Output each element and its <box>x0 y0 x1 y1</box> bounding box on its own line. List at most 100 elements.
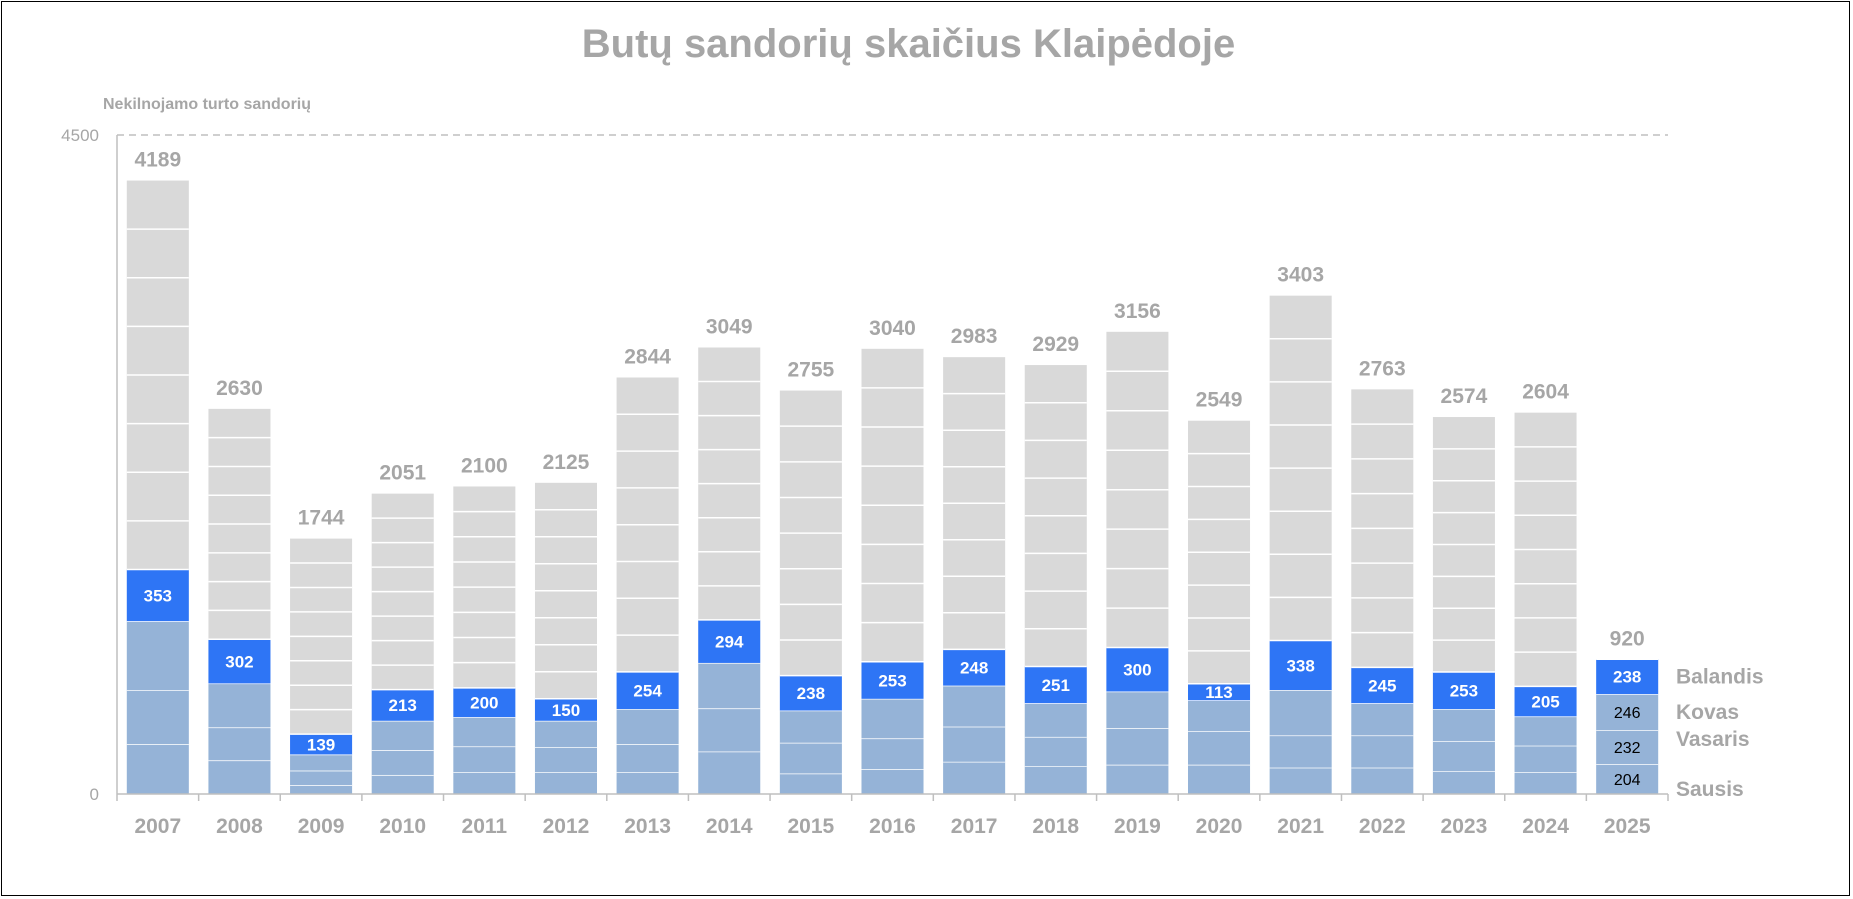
total-value-label: 2051 <box>379 462 426 485</box>
segment-value-label: 232 <box>1614 740 1641 757</box>
april-value-label: 338 <box>1286 656 1314 675</box>
bar-segment-feb <box>1432 741 1495 772</box>
series-label-sausis: Sausis <box>1676 778 1744 801</box>
bar-segment-feb <box>453 746 516 773</box>
x-tick-label: 2020 <box>1196 815 1243 838</box>
bar-segment-april <box>1596 659 1659 695</box>
bar-segment-mar <box>616 709 679 745</box>
total-value-label: 2549 <box>1196 389 1243 412</box>
bar-segment-jan <box>1106 764 1169 794</box>
bar-segment-jan <box>1514 772 1577 794</box>
bar-segment-mar <box>290 754 353 771</box>
bar-segment-feb <box>290 770 353 786</box>
bar-segment-jan <box>290 785 353 794</box>
x-tick-label: 2014 <box>706 815 753 838</box>
bar-segment-jan <box>943 761 1006 794</box>
total-value-label: 2929 <box>1032 333 1079 356</box>
x-tick-label: 2019 <box>1114 815 1161 838</box>
april-value-label: 150 <box>552 701 580 720</box>
bar-segment-jan <box>1596 764 1659 794</box>
bar-segment-feb <box>1188 731 1251 765</box>
bar-segment-feb <box>1351 735 1414 768</box>
bar-segment-jan <box>453 772 516 794</box>
segment-value-label: 246 <box>1614 705 1641 722</box>
bar-segment-mar <box>1188 700 1251 732</box>
april-value-label: 238 <box>797 684 825 703</box>
bar-segment-mar <box>779 710 842 743</box>
x-tick-label: 2012 <box>543 815 590 838</box>
bar-segment-april <box>371 689 434 721</box>
bar-segment-april <box>453 687 516 718</box>
bar-segment-april <box>1106 647 1169 692</box>
bar-segment-jan <box>1188 764 1251 794</box>
bar-segment-feb <box>1269 735 1332 768</box>
bar-segment-april <box>208 639 271 684</box>
bar-segment-feb <box>616 744 679 773</box>
bar-segment-mar <box>943 685 1006 727</box>
bar-segment-feb <box>779 742 842 774</box>
total-value-label: 3403 <box>1277 264 1324 287</box>
bar-segment-feb <box>534 747 597 773</box>
total-value-label: 3049 <box>706 315 753 338</box>
bar-segment-jan <box>1351 767 1414 794</box>
bar-segment-jan <box>861 769 924 794</box>
total-value-label: 2100 <box>461 454 508 477</box>
bar-segment-jan <box>208 760 271 794</box>
april-value-label: 248 <box>960 658 988 677</box>
x-tick-label: 2010 <box>379 815 426 838</box>
x-tick-label: 2007 <box>134 815 181 838</box>
bar-segment-feb <box>1514 745 1577 773</box>
x-tick-label: 2022 <box>1359 815 1406 838</box>
bar-segment-jan <box>534 772 597 794</box>
y-axis-label: Nekilnojamo turto sandorių <box>103 96 312 113</box>
bar-segment-jan <box>698 751 761 794</box>
april-value-label: 139 <box>307 735 335 754</box>
april-value-label: 113 <box>1205 683 1232 702</box>
bar-segment-mar <box>1514 716 1577 746</box>
x-tick-label: 2018 <box>1032 815 1079 838</box>
x-tick-label: 2024 <box>1522 815 1569 838</box>
bar-segment-jan <box>1269 767 1332 794</box>
bar-segment-feb <box>1024 736 1087 767</box>
bar-segment-jan <box>779 773 842 794</box>
bar-segment-feb <box>1596 730 1659 765</box>
x-tick-label: 2011 <box>462 815 508 838</box>
april-value-label: 251 <box>1042 676 1070 695</box>
chart-title: Butų sandorių skaičius Klaipėdoje <box>581 22 1236 66</box>
total-value-label: 2844 <box>624 346 671 369</box>
bar-segment-april <box>126 569 189 622</box>
y-tick-label: 0 <box>90 785 99 804</box>
total-value-label: 2763 <box>1359 357 1406 380</box>
bar-segment-mar <box>1106 691 1169 729</box>
bar-segment-feb <box>371 750 434 775</box>
bar-segment-feb <box>698 708 761 752</box>
total-value-label: 2755 <box>788 359 835 382</box>
bar-segment-jan <box>1024 766 1087 794</box>
bar-segment-april <box>1514 686 1577 717</box>
x-tick-label: 2025 <box>1604 815 1651 838</box>
x-tick-label: 2013 <box>624 815 671 838</box>
total-value-label: 2630 <box>216 377 263 400</box>
x-tick-label: 2023 <box>1441 815 1488 838</box>
bar-segment-april <box>1188 683 1251 701</box>
total-value-label: 2574 <box>1441 385 1488 408</box>
april-value-label: 205 <box>1531 692 1559 711</box>
bar-segment-mar <box>1596 694 1659 731</box>
total-value-label: 2604 <box>1522 381 1569 404</box>
x-tick-label: 2016 <box>869 815 916 838</box>
bar-segment-mar <box>534 720 597 748</box>
bar-segment-feb <box>126 690 189 745</box>
april-value-label: 253 <box>878 671 906 690</box>
total-value-label: 1744 <box>298 507 345 530</box>
bar-segment-mar <box>1024 703 1087 737</box>
bar-segment-mar <box>453 717 516 747</box>
bar-segment-april <box>1351 667 1414 704</box>
bar-segment-feb <box>861 738 924 770</box>
bar-segment-mar <box>208 683 271 728</box>
april-value-label: 300 <box>1123 661 1151 680</box>
bar-segment-april <box>1024 666 1087 704</box>
bar-segment-april <box>616 671 679 710</box>
x-tick-label: 2021 <box>1277 815 1324 838</box>
bar-segment-mar <box>1269 690 1332 736</box>
bar-segment-mar <box>1351 703 1414 736</box>
